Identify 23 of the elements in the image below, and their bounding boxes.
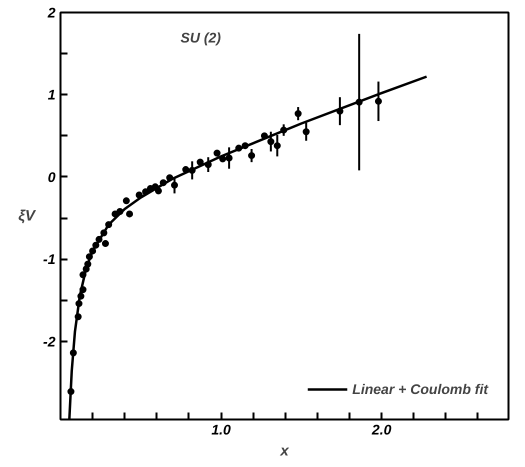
y-tick-label: 2: [46, 4, 56, 20]
y-tick-label: 0: [48, 168, 56, 185]
point: [214, 150, 221, 157]
point: [122, 197, 130, 204]
point: [226, 154, 233, 162]
y-tick-label: 1: [48, 86, 56, 103]
point: [102, 240, 109, 248]
point: [267, 138, 274, 146]
y-tick-label: -2: [43, 333, 56, 350]
x-axis-title: x: [279, 442, 290, 460]
point: [248, 152, 256, 160]
point: [302, 128, 310, 136]
legend-label: Linear + Coulomb fit: [352, 381, 488, 397]
point: [294, 110, 302, 118]
y-tick-label: -1: [43, 251, 56, 268]
y-axis-title: ξV: [18, 208, 38, 224]
point: [126, 210, 134, 218]
point: [171, 182, 178, 189]
point: [374, 98, 382, 105]
point: [274, 142, 281, 150]
x-tick-label: 1.0: [211, 422, 232, 438]
annotation: SU (2): [180, 30, 222, 46]
x-tick-label: 2.0: [370, 422, 392, 438]
